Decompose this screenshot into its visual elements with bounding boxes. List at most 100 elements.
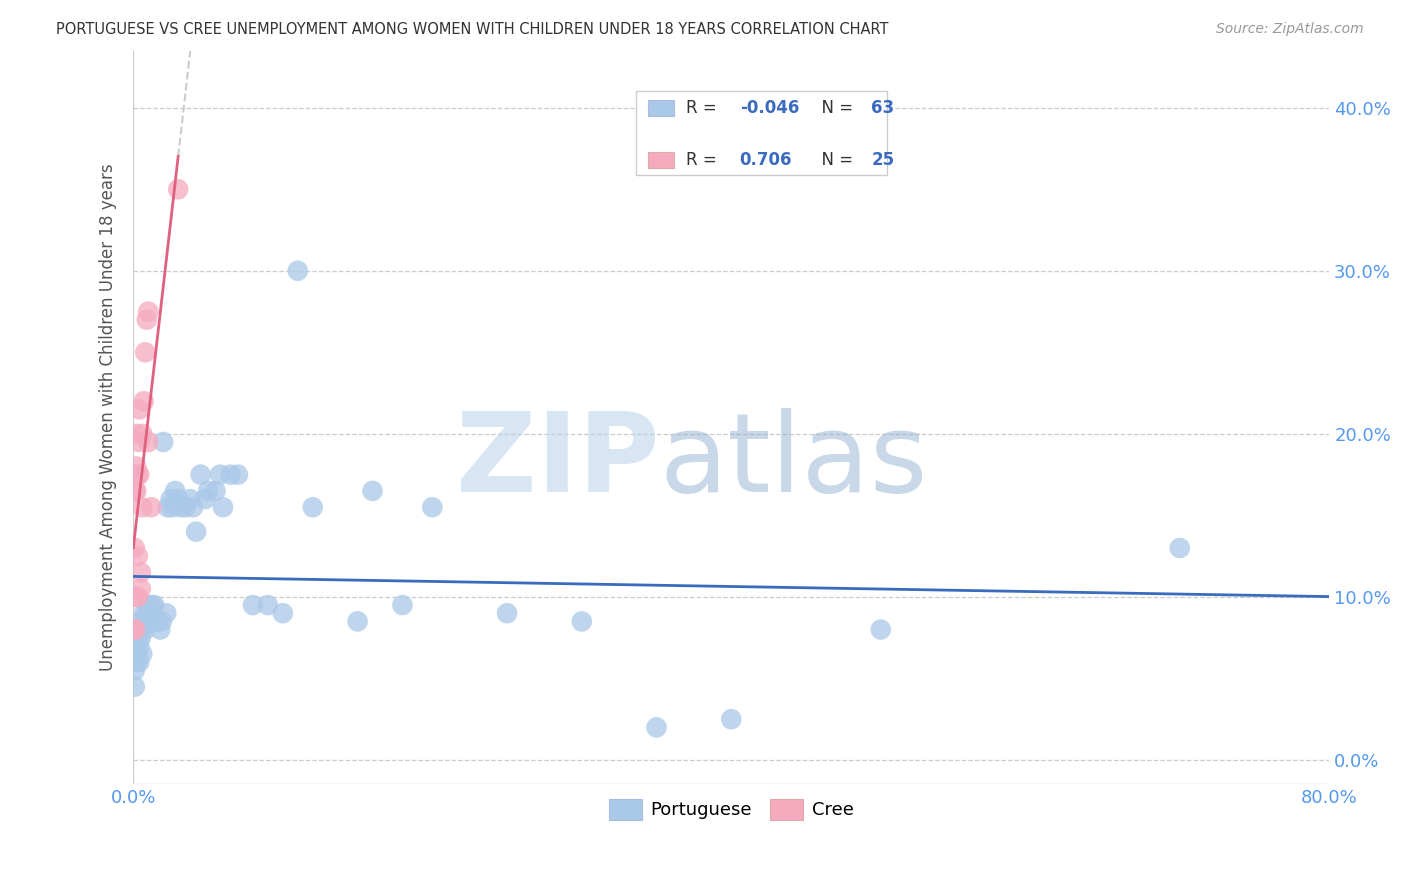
Point: [720, 712, 742, 726]
Point: [143, 598, 166, 612]
FancyBboxPatch shape: [648, 152, 673, 168]
Point: [125, 459, 148, 474]
Point: [346, 615, 368, 629]
Point: [212, 500, 235, 515]
Text: atlas: atlas: [659, 408, 928, 515]
Point: [496, 606, 519, 620]
Point: [197, 483, 219, 498]
Text: Source: ZipAtlas.com: Source: ZipAtlas.com: [1216, 22, 1364, 37]
Point: [141, 500, 163, 515]
Point: [150, 615, 173, 629]
Point: [1168, 541, 1191, 555]
Point: [152, 435, 174, 450]
Point: [125, 639, 148, 653]
Point: [226, 467, 249, 482]
Point: [127, 590, 149, 604]
Point: [136, 435, 159, 450]
Text: N =: N =: [811, 99, 859, 117]
Point: [136, 598, 159, 612]
Point: [361, 483, 384, 498]
Point: [131, 500, 153, 515]
Point: [129, 615, 152, 629]
Point: [139, 606, 162, 620]
Point: [136, 615, 159, 629]
Point: [167, 492, 190, 507]
Point: [160, 500, 183, 515]
Point: [159, 492, 181, 507]
Point: [129, 631, 152, 645]
Point: [127, 647, 149, 661]
Point: [135, 312, 157, 326]
Point: [869, 623, 891, 637]
Point: [134, 623, 156, 637]
Point: [174, 500, 197, 515]
Point: [125, 483, 148, 498]
Point: [128, 639, 150, 653]
Point: [257, 598, 280, 612]
Point: [131, 623, 153, 637]
Text: 0.706: 0.706: [740, 151, 792, 169]
Point: [271, 606, 294, 620]
Point: [420, 500, 443, 515]
Point: [124, 623, 146, 637]
Point: [125, 426, 148, 441]
Point: [131, 426, 153, 441]
Point: [301, 500, 323, 515]
Point: [208, 467, 231, 482]
Point: [127, 549, 149, 563]
Text: PORTUGUESE VS CREE UNEMPLOYMENT AMONG WOMEN WITH CHILDREN UNDER 18 YEARS CORRELA: PORTUGUESE VS CREE UNEMPLOYMENT AMONG WO…: [56, 22, 889, 37]
Point: [204, 483, 226, 498]
Point: [167, 182, 190, 196]
Text: 63: 63: [872, 99, 894, 117]
Point: [645, 720, 668, 734]
Point: [124, 647, 146, 661]
Text: N =: N =: [811, 151, 859, 169]
Point: [131, 647, 153, 661]
Point: [146, 615, 169, 629]
Point: [129, 582, 152, 596]
Point: [184, 524, 207, 539]
Y-axis label: Unemployment Among Women with Children Under 18 years: Unemployment Among Women with Children U…: [100, 164, 117, 672]
Text: ZIP: ZIP: [456, 408, 659, 515]
Point: [129, 566, 152, 580]
Point: [194, 492, 217, 507]
Point: [134, 345, 156, 359]
Point: [124, 623, 146, 637]
Text: -0.046: -0.046: [740, 99, 799, 117]
Point: [124, 590, 146, 604]
Point: [127, 467, 149, 482]
FancyBboxPatch shape: [648, 100, 673, 116]
Point: [170, 500, 193, 515]
Point: [124, 680, 146, 694]
Text: R =: R =: [686, 99, 721, 117]
Point: [242, 598, 264, 612]
Point: [124, 541, 146, 555]
Point: [127, 631, 149, 645]
Point: [136, 304, 159, 318]
Point: [128, 402, 150, 417]
Point: [128, 467, 150, 482]
Point: [287, 264, 309, 278]
Point: [571, 615, 593, 629]
Point: [391, 598, 413, 612]
Point: [125, 655, 148, 669]
Point: [149, 623, 172, 637]
FancyBboxPatch shape: [636, 91, 887, 176]
Text: 25: 25: [872, 151, 894, 169]
Point: [179, 492, 201, 507]
Text: R =: R =: [686, 151, 727, 169]
Point: [132, 394, 155, 409]
Point: [128, 435, 150, 450]
Legend: Portuguese, Cree: Portuguese, Cree: [602, 791, 860, 827]
Point: [128, 655, 150, 669]
Point: [190, 467, 212, 482]
Point: [155, 606, 177, 620]
Point: [181, 500, 204, 515]
Point: [141, 615, 163, 629]
Point: [124, 663, 146, 677]
Point: [135, 606, 157, 620]
Point: [142, 598, 165, 612]
Point: [165, 483, 187, 498]
Point: [124, 483, 146, 498]
Point: [132, 606, 155, 620]
